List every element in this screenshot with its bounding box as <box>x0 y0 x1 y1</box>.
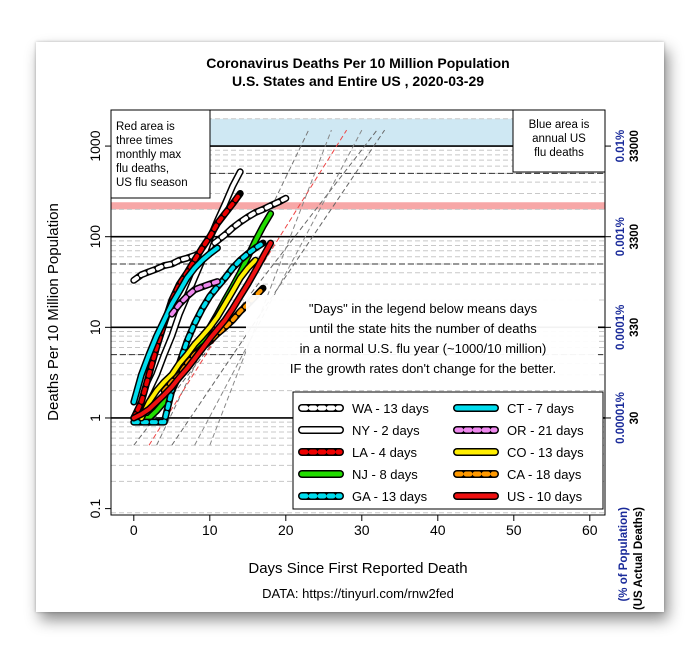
data-source: DATA: https://tinyurl.com/rnw2fed <box>262 586 454 601</box>
x-tick-label: 0 <box>130 522 138 538</box>
y-axis-label: Deaths Per 10 Million Population <box>45 203 62 421</box>
chart-title: Coronavirus Deaths Per 10 Million Popula… <box>206 55 509 71</box>
right-tick-label-deaths: 3300 <box>629 224 641 250</box>
y-tick-label: 0.1 <box>87 499 103 519</box>
annotation-line: IF the growth rates don't change for the… <box>290 361 556 376</box>
blue-note-line: Blue area is <box>529 119 590 131</box>
right-tick-label-pct: 0.01% <box>615 130 627 163</box>
x-axis-label: Days Since First Reported Death <box>248 560 467 577</box>
chart-annotation: "Days" in the legend below means days un… <box>246 295 598 383</box>
legend: WA - 13 days NY - 2 days LA - 4 days NJ - 8… <box>292 391 604 510</box>
series-line <box>139 258 258 420</box>
legend-label: WA - 13 days <box>352 401 429 416</box>
right-axes: 0.00001% 30 0.0001% 330 0.001% 3300 0.01% 33000 <box>605 130 641 444</box>
legend-label: OR - 21 days <box>507 423 584 438</box>
series-line <box>131 241 273 420</box>
legend-label: CA - 18 days <box>507 467 582 482</box>
red-note-line: US flu season <box>116 177 188 189</box>
series-line <box>131 241 265 425</box>
x-tick-label: 10 <box>202 522 218 538</box>
x-tick-label: 30 <box>354 522 370 538</box>
red-flu-band <box>111 202 605 210</box>
right-axis-label-deaths: (US Actual Deaths) <box>633 507 645 610</box>
right-tick-label-deaths: 30 <box>629 412 641 425</box>
right-tick-label-pct: 0.00001% <box>615 392 627 444</box>
y-axis: 0.1 1 10 100 1000 <box>87 130 111 518</box>
chart-svg: Coronavirus Deaths Per 10 Million Popula… <box>45 55 645 610</box>
blue-band-note: Blue area is annual US flu deaths <box>512 109 606 173</box>
right-axis-label-pct: (% of Population) <box>618 507 630 602</box>
projection-line <box>171 129 386 446</box>
legend-label: GA - 13 days <box>352 489 428 504</box>
red-note-line: Red area is <box>116 121 175 133</box>
chart-subtitle: U.S. States and Entire US , 2020-03-29 <box>232 73 484 89</box>
red-note-line: flu deaths, <box>116 163 169 175</box>
annotation-line: until the state hits the number of death… <box>309 321 537 336</box>
legend-label: CO - 13 days <box>507 445 584 460</box>
projection-line <box>194 129 363 446</box>
right-tick-label-deaths: 33000 <box>629 130 641 162</box>
x-axis: 0 10 20 30 40 50 60 <box>130 515 598 538</box>
blue-note-line: annual US <box>532 133 586 145</box>
series-line <box>131 246 220 404</box>
right-tick-label-deaths: 330 <box>629 318 641 337</box>
series-line <box>169 279 220 317</box>
chart-card: Coronavirus Deaths Per 10 Million Popula… <box>36 42 664 612</box>
legend-label: NJ - 8 days <box>352 467 418 482</box>
projection-line <box>209 129 332 446</box>
x-tick-label: 60 <box>582 522 598 538</box>
y-tick-label: 1 <box>87 414 103 422</box>
legend-label: US - 10 days <box>507 489 583 504</box>
x-tick-label: 50 <box>506 522 522 538</box>
y-tick-label: 100 <box>87 225 103 249</box>
red-band-note: Red area is three times monthly max flu … <box>110 109 211 199</box>
legend-label: CT - 7 days <box>507 401 574 416</box>
annotation-line: "Days" in the legend below means days <box>309 301 538 316</box>
y-tick-label: 1000 <box>87 130 103 161</box>
red-note-line: monthly max <box>116 149 181 161</box>
red-note-line: three times <box>116 135 173 147</box>
x-tick-label: 40 <box>430 522 446 538</box>
series-layer <box>130 168 290 426</box>
plot-area-frame <box>110 109 606 516</box>
blue-note-line: flu deaths <box>534 147 584 159</box>
legend-label: LA - 4 days <box>352 445 418 460</box>
right-tick-label-pct: 0.0001% <box>615 305 627 350</box>
y-tick-label: 10 <box>87 319 103 335</box>
legend-label: NY - 2 days <box>352 423 420 438</box>
x-tick-label: 20 <box>278 522 294 538</box>
right-tick-label-pct: 0.001% <box>615 217 627 256</box>
projection-line <box>156 129 310 446</box>
legend-box <box>292 391 604 510</box>
annotation-line: in a normal U.S. flu year (~1000/10 mill… <box>300 341 547 356</box>
